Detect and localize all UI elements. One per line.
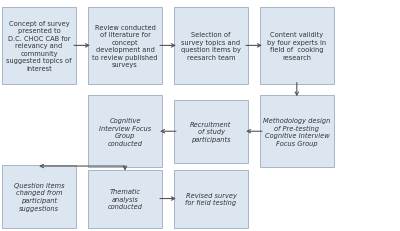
FancyBboxPatch shape	[260, 96, 334, 167]
Text: Revised survey
for field testing: Revised survey for field testing	[186, 192, 236, 205]
FancyBboxPatch shape	[174, 170, 248, 228]
Text: Selection of
survey topics and
question items by
reesarch team: Selection of survey topics and question …	[181, 32, 241, 60]
FancyBboxPatch shape	[2, 8, 76, 84]
FancyBboxPatch shape	[88, 170, 162, 228]
FancyBboxPatch shape	[88, 8, 162, 84]
FancyBboxPatch shape	[174, 100, 248, 163]
Text: Question items
changed from
participant
suggestions: Question items changed from participant …	[14, 182, 64, 211]
Text: Thematic
analysis
conducted: Thematic analysis conducted	[108, 188, 142, 209]
FancyBboxPatch shape	[2, 165, 76, 228]
FancyBboxPatch shape	[174, 8, 248, 84]
Text: Content validity
by four experts in
field of  cooking
research: Content validity by four experts in fiel…	[268, 32, 326, 60]
FancyBboxPatch shape	[260, 8, 334, 84]
Text: Methodology design
of Pre-testing
Cognitive Interview
Focus Group: Methodology design of Pre-testing Cognit…	[263, 117, 331, 146]
FancyBboxPatch shape	[88, 96, 162, 167]
Text: Review conducted
of literature for
concept
development and
to review published
s: Review conducted of literature for conce…	[92, 24, 158, 68]
Text: Cognitive
Interview Focus
Group
conducted: Cognitive Interview Focus Group conducte…	[99, 117, 151, 146]
Text: Concept of survey
presented to
D.C. CHOC CAB for
relevancy and
community
suggest: Concept of survey presented to D.C. CHOC…	[6, 21, 72, 72]
Text: Recruitment
of study
participants: Recruitment of study participants	[190, 121, 232, 142]
